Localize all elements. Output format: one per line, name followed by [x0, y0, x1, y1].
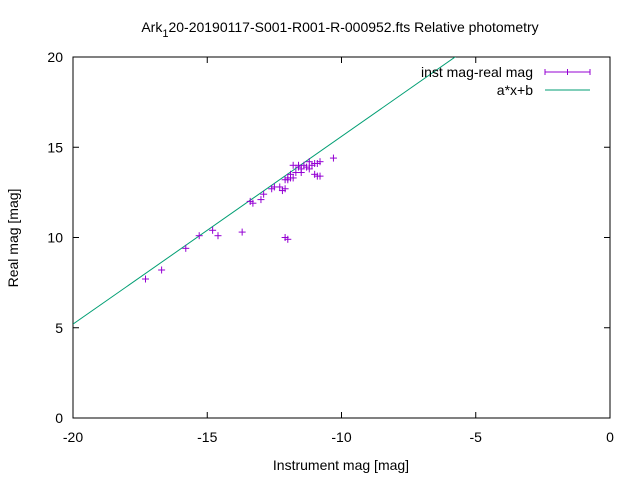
x-axis: -20 -15 -10 -5 0 — [63, 57, 614, 445]
chart-title-suffix: 20-20190117-S001-R001-R-000952.fts Relat… — [168, 19, 538, 35]
data-point — [329, 154, 337, 162]
x-tick-label: -5 — [470, 429, 483, 445]
data-point — [182, 244, 190, 252]
data-point — [316, 158, 324, 166]
x-tick-label: 0 — [606, 429, 614, 445]
legend: inst mag-real mag a*x+b — [421, 64, 591, 98]
data-point — [305, 158, 313, 166]
chart-title: Ark120-20190117-S001-R001-R-000952.fts R… — [141, 19, 538, 40]
x-tick-label: -10 — [331, 429, 351, 445]
y-tick-label: 20 — [47, 49, 63, 65]
data-point — [305, 165, 313, 173]
data-point — [316, 172, 324, 180]
y-tick-label: 0 — [55, 410, 63, 426]
y-tick-label: 15 — [47, 139, 63, 155]
legend-label: inst mag-real mag — [421, 64, 533, 80]
data-point — [158, 266, 166, 274]
data-point — [281, 185, 289, 193]
x-tick-label: -15 — [197, 429, 217, 445]
data-point — [276, 183, 284, 191]
data-point — [209, 226, 217, 234]
data-point — [260, 190, 268, 198]
legend-label: a*x+b — [497, 82, 533, 98]
y-axis-label: Real mag [mag] — [5, 189, 21, 288]
chart-title-subscript: 1 — [162, 28, 168, 40]
series-layer — [73, 57, 456, 325]
data-point — [289, 174, 297, 182]
plot-border — [72, 56, 611, 419]
data-point — [238, 228, 246, 236]
data-point — [249, 199, 257, 207]
chart-title-main: Ark — [141, 19, 163, 35]
y-axis: 0 5 10 15 20 — [47, 49, 610, 426]
y-tick-label: 10 — [47, 230, 63, 246]
data-point — [141, 275, 149, 283]
data-point — [297, 169, 305, 177]
data-point — [214, 232, 222, 240]
x-axis-label: Instrument mag [mag] — [273, 457, 409, 473]
x-tick-label: -20 — [63, 429, 83, 445]
data-point — [195, 232, 203, 240]
fit-line — [73, 57, 456, 325]
y-tick-label: 5 — [55, 320, 63, 336]
data-point — [257, 196, 265, 204]
data-point — [284, 235, 292, 243]
